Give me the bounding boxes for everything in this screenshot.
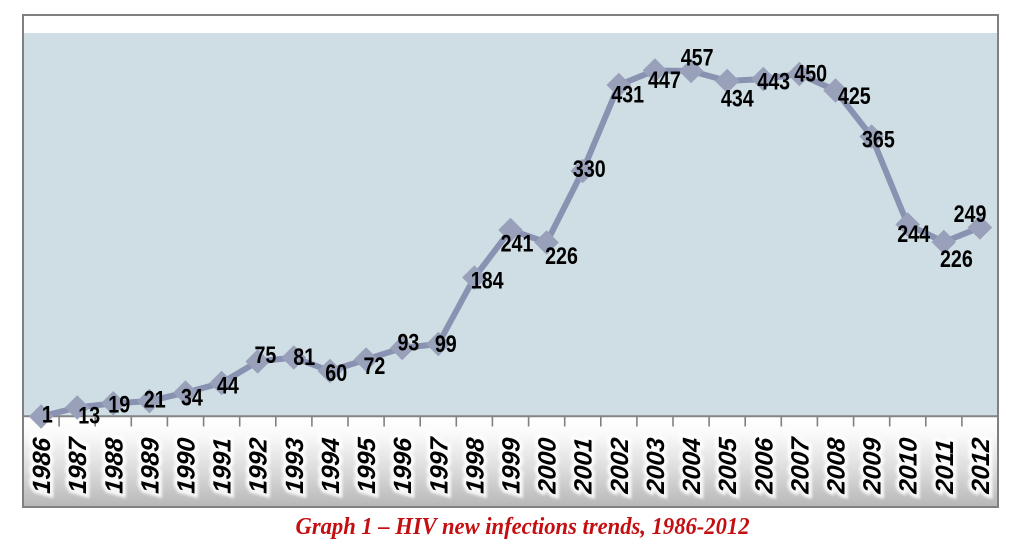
svg-text:431: 431 — [611, 81, 644, 108]
svg-text:1991: 1991 — [209, 436, 237, 494]
svg-text:1996: 1996 — [389, 435, 417, 494]
svg-text:2007: 2007 — [786, 435, 814, 495]
svg-text:19: 19 — [108, 390, 130, 417]
svg-text:434: 434 — [721, 85, 755, 112]
svg-text:1994: 1994 — [317, 436, 345, 494]
svg-text:226: 226 — [545, 242, 578, 269]
svg-text:2005: 2005 — [714, 435, 742, 495]
svg-text:184: 184 — [471, 267, 505, 294]
svg-text:457: 457 — [681, 43, 714, 70]
svg-text:1987: 1987 — [64, 435, 92, 494]
svg-text:2002: 2002 — [606, 436, 634, 495]
svg-text:1995: 1995 — [353, 435, 381, 494]
svg-text:1995: 1995 — [353, 435, 381, 494]
svg-text:1994: 1994 — [317, 436, 345, 494]
svg-text:1988: 1988 — [100, 436, 128, 494]
svg-text:93: 93 — [397, 329, 419, 356]
svg-text:1992: 1992 — [245, 436, 273, 494]
svg-text:72: 72 — [363, 352, 385, 379]
svg-text:2007: 2007 — [786, 435, 814, 495]
svg-text:450: 450 — [794, 60, 827, 87]
svg-text:425: 425 — [838, 82, 871, 109]
svg-text:1998: 1998 — [461, 436, 489, 494]
svg-text:13: 13 — [78, 402, 100, 429]
svg-text:226: 226 — [940, 245, 973, 272]
svg-text:1988: 1988 — [100, 436, 128, 494]
svg-text:2003: 2003 — [642, 436, 670, 495]
svg-text:2008: 2008 — [823, 436, 851, 495]
svg-text:244: 244 — [897, 220, 931, 247]
svg-text:2001: 2001 — [570, 436, 598, 495]
svg-text:330: 330 — [573, 155, 606, 182]
svg-text:1998: 1998 — [461, 436, 489, 494]
svg-text:44: 44 — [217, 372, 240, 399]
svg-text:1987: 1987 — [64, 435, 92, 494]
svg-text:1989: 1989 — [136, 436, 164, 494]
svg-text:2006: 2006 — [750, 435, 778, 495]
svg-text:99: 99 — [435, 330, 457, 357]
svg-text:2009: 2009 — [859, 436, 887, 495]
svg-text:2012: 2012 — [967, 436, 995, 495]
svg-text:2002: 2002 — [606, 436, 634, 495]
svg-text:2009: 2009 — [859, 436, 887, 495]
svg-text:2006: 2006 — [750, 435, 778, 495]
svg-text:1996: 1996 — [389, 435, 417, 494]
svg-text:1997: 1997 — [425, 435, 453, 494]
svg-text:2004: 2004 — [678, 436, 706, 495]
svg-text:2004: 2004 — [678, 436, 706, 495]
svg-text:81: 81 — [293, 343, 315, 370]
svg-text:2011: 2011 — [931, 438, 959, 495]
svg-text:1992: 1992 — [245, 436, 273, 494]
svg-text:1993: 1993 — [281, 436, 309, 494]
svg-text:1993: 1993 — [281, 436, 309, 494]
svg-text:2008: 2008 — [823, 436, 851, 495]
svg-text:1999: 1999 — [498, 436, 526, 494]
svg-text:1997: 1997 — [425, 435, 453, 494]
svg-text:1990: 1990 — [173, 436, 201, 494]
svg-text:2001: 2001 — [570, 436, 598, 495]
svg-text:443: 443 — [757, 68, 790, 95]
svg-text:1986: 1986 — [28, 435, 56, 494]
svg-text:2010: 2010 — [895, 436, 923, 495]
svg-text:1986: 1986 — [28, 435, 56, 494]
svg-text:249: 249 — [954, 200, 987, 227]
svg-text:2000: 2000 — [534, 436, 562, 495]
svg-text:2010: 2010 — [895, 436, 923, 495]
svg-text:2012: 2012 — [967, 436, 995, 495]
svg-text:75: 75 — [254, 341, 276, 368]
svg-text:1999: 1999 — [498, 436, 526, 494]
svg-text:21: 21 — [144, 386, 166, 413]
svg-text:2011: 2011 — [931, 438, 959, 495]
svg-text:2003: 2003 — [642, 436, 670, 495]
svg-text:365: 365 — [862, 126, 895, 153]
svg-text:Graph 1 – HIV new infections t: Graph 1 – HIV new infections trends, 198… — [296, 514, 750, 540]
svg-text:1991: 1991 — [209, 436, 237, 494]
svg-text:1989: 1989 — [136, 436, 164, 494]
svg-text:2000: 2000 — [534, 436, 562, 495]
svg-text:2005: 2005 — [714, 435, 742, 495]
svg-text:447: 447 — [648, 66, 681, 93]
svg-text:1990: 1990 — [173, 436, 201, 494]
svg-text:1: 1 — [42, 401, 53, 428]
svg-text:60: 60 — [325, 359, 347, 386]
svg-text:34: 34 — [181, 384, 204, 411]
svg-text:241: 241 — [501, 230, 534, 257]
